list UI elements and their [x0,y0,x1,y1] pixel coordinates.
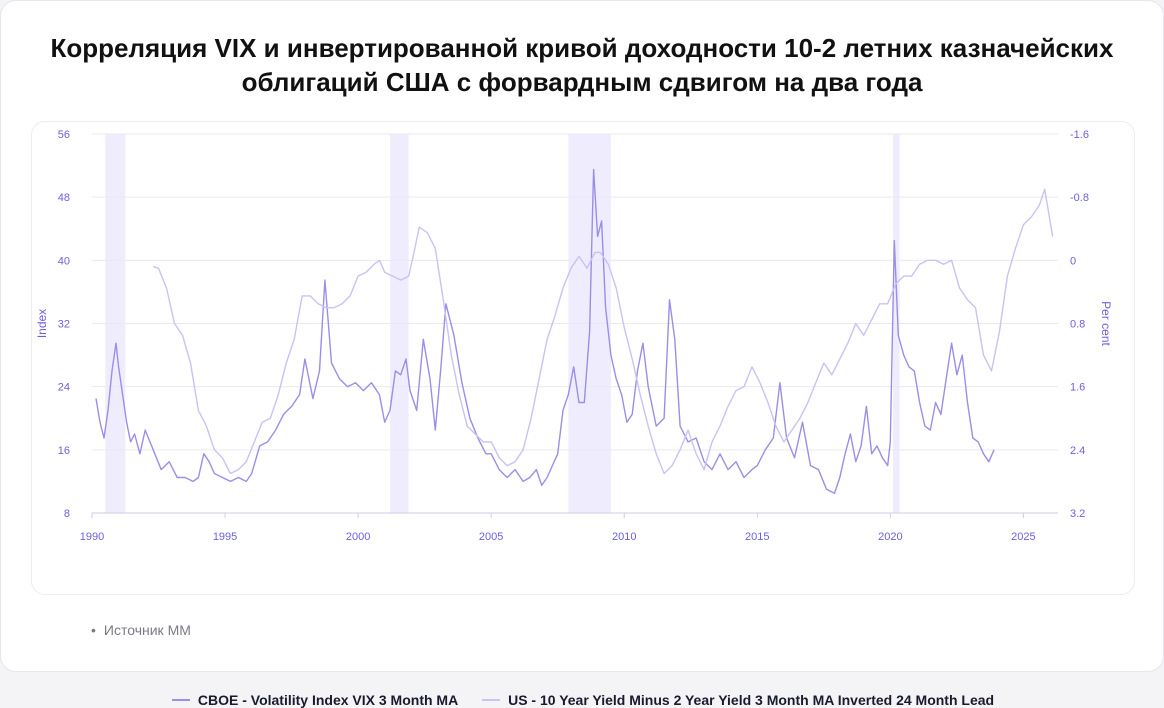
legend-label-yield: US - 10 Year Yield Minus 2 Year Yield 3 … [508,692,995,708]
right-tick-label: 2.4 [1070,445,1085,457]
left-tick-label: 56 [58,129,70,141]
right-tick-label: -1.6 [1070,129,1089,141]
series-line-0 [95,168,995,494]
right-tick-label: 0 [1070,255,1076,267]
right-tick-label: -0.8 [1070,192,1089,204]
right-tick-label: 3.2 [1070,508,1085,520]
x-tick-label: 2015 [745,531,769,543]
series-line-1 [153,188,1054,475]
left-tick-label: 40 [58,255,70,267]
left-tick-label: 16 [58,445,70,457]
left-tick-label: 24 [58,382,70,394]
line-chart: 8 16 24 32 40 48 56 3.2 2.4 1.6 0.8 0 -0.8 -1.6 1990 19… [35,129,1113,543]
source-note: • Источник MM [91,622,191,638]
legend-swatch-yield [482,699,501,701]
left-tick-label: 48 [58,192,70,204]
right-tick-label: 1.6 [1070,382,1085,394]
legend-label-vix: CBOE - Volatility Index VIX 3 Month MA [197,692,459,708]
left-tick-label: 8 [64,508,70,520]
legend: CBOE - Volatility Index VIX 3 Month MA U… [32,688,1134,708]
right-axis-title: Per cent [1099,301,1113,346]
bullet-icon: • [91,622,96,638]
x-tick-label: 1990 [80,531,104,543]
legend-item-vix[interactable]: CBOE - Volatility Index VIX 3 Month MA [171,692,459,708]
page-title: Корреляция VIX и инвертированной кривой … [50,33,1114,97]
chart-container: 8 16 24 32 40 48 56 3.2 2.4 1.6 0.8 0 -0.8 -1.6 1990 19… [31,121,1135,708]
x-tick-label: 2025 [1011,531,1035,543]
legend-swatch-vix [171,699,190,701]
x-tick-label: 2005 [479,531,503,543]
left-tick-label: 32 [58,319,70,331]
x-tick-label: 1995 [213,531,237,543]
right-tick-label: 0.8 [1070,319,1085,331]
legend-item-yield[interactable]: US - 10 Year Yield Minus 2 Year Yield 3 … [482,692,994,708]
left-axis-title: Index [35,309,49,338]
x-tick-label: 2000 [346,531,370,543]
x-tick-label: 2020 [878,531,902,543]
source-text: Источник MM [103,622,191,638]
x-tick-label: 2010 [612,531,636,543]
